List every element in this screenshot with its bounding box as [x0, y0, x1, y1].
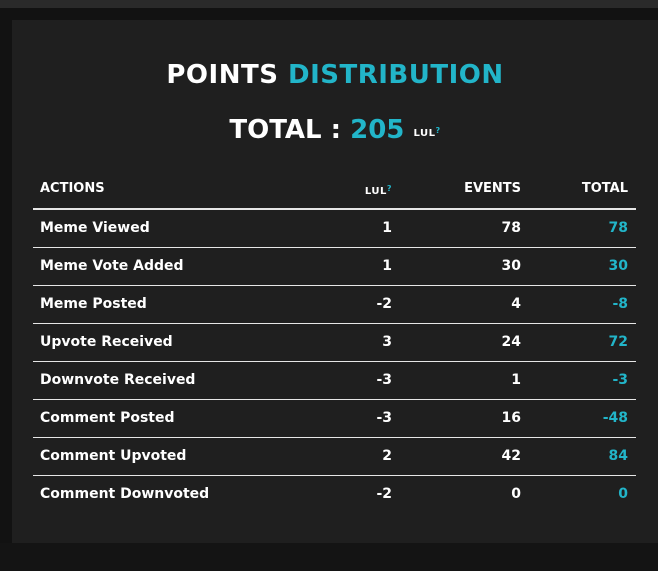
total-cell: -3 — [612, 372, 628, 388]
header-lul-icon: LUL? — [365, 172, 392, 209]
lul-cell: -2 — [376, 296, 392, 312]
table-row: Downvote Received -3 1 -3 — [33, 362, 636, 400]
action-cell: Comment Downvoted — [40, 486, 210, 502]
lul-unit-text: LUL — [413, 128, 436, 139]
events-cell: 78 — [501, 220, 521, 236]
header-events: EVENTS — [464, 181, 521, 196]
action-cell: Comment Upvoted — [40, 448, 187, 464]
lul-unit-mark: ? — [435, 126, 441, 135]
table-row: Meme Vote Added 1 30 30 — [33, 248, 636, 286]
total-cell: 84 — [608, 448, 628, 464]
points-distribution-panel: POINTS DISTRIBUTION TOTAL : 205 LUL? ACT… — [12, 20, 658, 543]
lul-cell: -3 — [376, 372, 392, 388]
total-cell: 30 — [608, 258, 628, 274]
header-lul-mark: ? — [386, 184, 392, 193]
table-row: Meme Posted -2 4 -8 — [33, 286, 636, 324]
action-cell: Meme Viewed — [40, 220, 150, 236]
events-cell: 42 — [501, 448, 521, 464]
action-cell: Comment Posted — [40, 410, 175, 426]
table-row: Meme Viewed 1 78 78 — [33, 210, 636, 248]
points-table: ACTIONS LUL? EVENTS TOTAL Meme Viewed 1 78… — [33, 172, 636, 513]
lul-currency-icon: LUL? — [413, 126, 440, 139]
header-lul-text: LUL — [364, 186, 387, 197]
events-cell: 30 — [501, 258, 521, 274]
total-value: 205 — [350, 115, 405, 145]
table-row: Upvote Received 3 24 72 — [33, 324, 636, 362]
total-summary: TOTAL : 205 LUL? — [12, 115, 658, 145]
action-cell: Downvote Received — [40, 372, 196, 388]
events-cell: 1 — [511, 372, 521, 388]
lul-cell: 3 — [382, 334, 392, 350]
lul-cell: 2 — [382, 448, 392, 464]
lul-cell: 1 — [382, 258, 392, 274]
table-row: Comment Posted -3 16 -48 — [33, 400, 636, 438]
total-cell: 72 — [608, 334, 628, 350]
events-cell: 24 — [501, 334, 521, 350]
action-cell: Meme Posted — [40, 296, 147, 312]
table-body: Meme Viewed 1 78 78 Meme Vote Added 1 30 30 Meme… — [33, 210, 636, 513]
lul-cell: -3 — [376, 410, 392, 426]
events-cell: 4 — [511, 296, 521, 312]
table-row: Comment Upvoted 2 42 84 — [33, 438, 636, 476]
table-header-row: ACTIONS LUL? EVENTS TOTAL — [33, 172, 636, 210]
events-cell: 16 — [501, 410, 521, 426]
total-cell: 78 — [608, 220, 628, 236]
action-cell: Meme Vote Added — [40, 258, 184, 274]
header-actions: ACTIONS — [40, 181, 105, 196]
bottom-bar — [0, 543, 658, 571]
title-word-distribution: DISTRIBUTION — [288, 60, 504, 90]
action-cell: Upvote Received — [40, 334, 173, 350]
top-bar — [0, 0, 658, 8]
lul-cell: 1 — [382, 220, 392, 236]
title-word-points: POINTS — [166, 60, 279, 90]
table-row: Comment Downvoted -2 0 0 — [33, 476, 636, 513]
total-cell: -48 — [602, 410, 628, 426]
total-label: TOTAL : — [229, 115, 342, 145]
panel-title: POINTS DISTRIBUTION — [12, 60, 658, 90]
total-cell: 0 — [618, 486, 628, 502]
events-cell: 0 — [511, 486, 521, 502]
total-cell: -8 — [612, 296, 628, 312]
lul-cell: -2 — [376, 486, 392, 502]
header-total: TOTAL — [581, 181, 628, 196]
